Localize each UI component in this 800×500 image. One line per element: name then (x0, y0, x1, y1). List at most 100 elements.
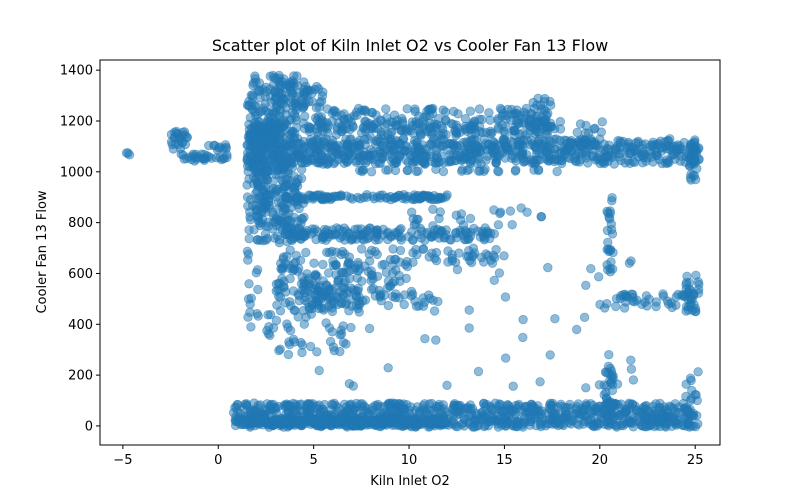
scatter-point (596, 127, 607, 137)
x-axis: −5 0 5 10 15 20 25 (113, 445, 703, 468)
scatter-point (392, 158, 402, 168)
scatter-point (259, 157, 270, 168)
scatter-point (455, 402, 465, 412)
scatter-point (541, 138, 551, 149)
scatter-point (607, 419, 618, 429)
scatter-point (682, 271, 692, 282)
y-axis: 0 200 400 600 800 1000 1200 1400 (60, 64, 100, 434)
scatter-point (285, 297, 295, 307)
scatter-point (427, 398, 437, 409)
scatter-point (686, 175, 696, 185)
scatter-point (565, 403, 575, 413)
scatter-point (357, 417, 367, 427)
scatter-point (420, 334, 430, 344)
scatter-point (556, 401, 566, 412)
scatter-point (602, 299, 612, 309)
scatter-point (274, 291, 284, 302)
scatter-point (460, 148, 471, 159)
scatter-point (381, 104, 391, 114)
x-tick-label: 0 (214, 453, 222, 468)
scatter-point (282, 139, 292, 149)
scatter-point (546, 405, 556, 415)
scatter-point (388, 117, 398, 128)
scatter-point (411, 244, 421, 255)
scatter-point (459, 413, 469, 423)
scatter-point (465, 231, 476, 242)
scatter-point (326, 421, 336, 431)
scatter-point (531, 155, 541, 165)
scatter-point (491, 244, 501, 255)
scatter-point (586, 264, 596, 274)
scatter-point (389, 230, 400, 240)
scatter-point (285, 245, 295, 255)
scatter-point (688, 408, 698, 419)
scatter-point (459, 421, 470, 431)
points-layer (121, 70, 704, 432)
scatter-point (583, 158, 593, 168)
y-tick-label: 0 (85, 419, 93, 434)
scatter-point (244, 124, 255, 135)
scatter-point (385, 281, 396, 291)
scatter-point (371, 415, 381, 426)
scatter-point (252, 414, 263, 425)
scatter-point (249, 117, 260, 128)
scatter-point (458, 220, 469, 230)
scatter-point (246, 322, 256, 332)
scatter-point (683, 305, 693, 315)
y-tick-label: 400 (68, 318, 93, 333)
scatter-point (528, 403, 539, 413)
x-tick-label: 25 (687, 453, 704, 468)
scatter-point (242, 154, 252, 165)
scatter-point (274, 237, 285, 248)
scatter-point (642, 152, 653, 163)
scatter-point (243, 140, 253, 150)
scatter-point (295, 88, 305, 98)
scatter-point (243, 255, 253, 265)
scatter-point (309, 258, 319, 268)
scatter-point (310, 269, 321, 280)
scatter-point (570, 156, 580, 166)
scatter-point (388, 244, 398, 254)
scatter-point (536, 211, 546, 222)
scatter-point (498, 406, 509, 417)
scatter-point (642, 301, 652, 311)
scatter-point (286, 153, 296, 164)
scatter-point (253, 284, 263, 295)
scatter-point (294, 263, 304, 274)
scatter-point (511, 165, 521, 175)
scatter-point (308, 194, 318, 204)
scatter-point (300, 111, 310, 122)
scatter-point (612, 379, 623, 389)
scatter-point (218, 154, 229, 164)
scatter-point (591, 155, 601, 165)
scatter-point (641, 291, 652, 301)
scatter-point (472, 421, 483, 431)
scatter-point (338, 415, 348, 425)
scatter-point (331, 107, 341, 117)
scatter-point (257, 184, 268, 195)
scatter-point (413, 146, 424, 157)
scatter-point (464, 323, 474, 333)
scatter-point (397, 404, 408, 414)
scatter-point (317, 96, 327, 106)
scatter-point (545, 350, 555, 360)
scatter-point (410, 413, 420, 424)
scatter-point (390, 165, 401, 176)
scatter-point (581, 280, 591, 291)
scatter-point (356, 244, 367, 254)
scatter-point (531, 117, 541, 128)
scatter-point (407, 207, 417, 217)
scatter-point (512, 421, 523, 432)
scatter-point (329, 346, 340, 356)
scatter-point (440, 107, 451, 117)
scatter-point (619, 303, 630, 313)
y-tick-label: 800 (68, 216, 93, 231)
scatter-point (314, 365, 324, 376)
scatter-point (271, 74, 281, 84)
scatter-point (537, 412, 547, 423)
scatter-point (275, 131, 285, 141)
scatter-point (281, 216, 291, 227)
scatter-point (349, 404, 359, 415)
scatter-point (588, 421, 599, 431)
scatter-point (519, 413, 530, 424)
